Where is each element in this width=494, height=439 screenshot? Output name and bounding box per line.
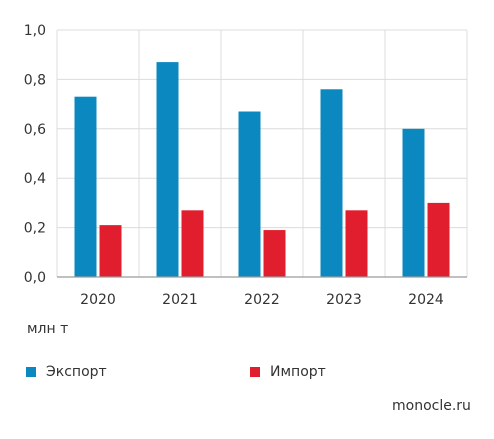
y-tick-label: 0,4 — [24, 171, 46, 187]
y-tick-label: 0,2 — [24, 221, 46, 237]
bar-import-2023 — [345, 210, 368, 277]
grid-lines — [56, 29, 468, 277]
legend-item-export: Экспорт — [26, 363, 107, 381]
legend-swatch-export — [26, 367, 36, 377]
bar-import-2024 — [427, 202, 450, 277]
x-tick-label: 2023 — [326, 292, 362, 308]
y-tick-label: 0,8 — [24, 72, 46, 88]
bar-export-2021 — [156, 62, 179, 277]
bars — [74, 62, 450, 277]
axes: 0,0 0,2 0,4 0,6 0,8 1,0 2020 2021 2022 2023 2024 — [24, 23, 467, 308]
x-tick-label: 2022 — [244, 292, 280, 308]
x-tick-label: 2020 — [80, 292, 116, 308]
x-tick-label: 2021 — [162, 292, 198, 308]
legend-label-import: Импорт — [270, 364, 326, 380]
bar-import-2022 — [263, 230, 286, 277]
bar-export-2022 — [238, 111, 261, 277]
y-tick-label: 1,0 — [24, 23, 46, 39]
source-watermark: monocle.ru — [392, 398, 471, 414]
bar-export-2024 — [402, 128, 425, 277]
legend-label-export: Экспорт — [46, 364, 107, 380]
x-tick-label: 2024 — [408, 292, 444, 308]
legend-swatch-import — [250, 367, 260, 377]
legend-item-import: Импорт — [250, 363, 326, 381]
bar-export-2020 — [74, 96, 97, 277]
y-tick-label: 0,0 — [24, 270, 46, 286]
y-tick-label: 0,6 — [24, 122, 46, 138]
bar-import-2020 — [99, 225, 122, 277]
y-axis-unit-label: млн т — [27, 321, 69, 337]
bar-import-2021 — [181, 210, 204, 277]
bar-export-2023 — [320, 89, 343, 277]
